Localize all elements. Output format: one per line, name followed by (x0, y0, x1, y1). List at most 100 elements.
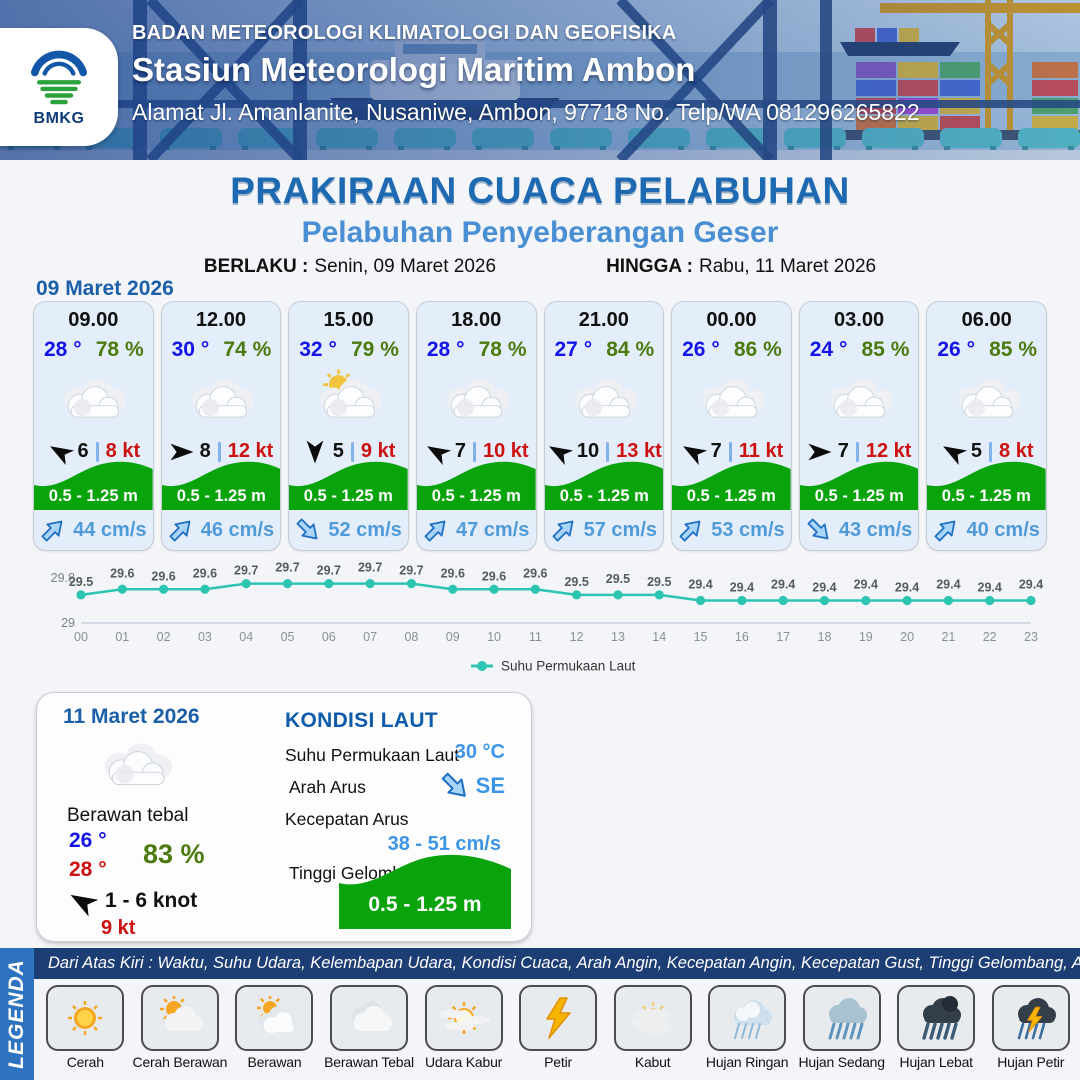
wind-row: 8 12 kt (162, 440, 281, 463)
wave-band: 0.5 - 1.25 m (34, 461, 153, 510)
data-label: 29.6 (110, 566, 134, 580)
data-label: 29.7 (317, 564, 341, 578)
current-speed: 46 cm/s (200, 518, 275, 541)
air-temperature: 27 ° (554, 338, 593, 361)
port-illustration (0, 0, 1080, 160)
wind-row: 7 11 kt (672, 440, 791, 465)
gust-speed: 11 kt (738, 440, 784, 462)
data-label: 29.4 (895, 581, 919, 595)
current-row: 53 cm/s (672, 510, 791, 550)
wind-speed: 5 (970, 440, 983, 462)
legend-tile (802, 985, 881, 1051)
forecast-date: 09 Maret 2026 (36, 277, 174, 300)
legend-item: Cerah Berawan (133, 985, 227, 1070)
weather-icon (83, 733, 189, 802)
x-tick: 04 (239, 630, 253, 644)
forecast-time: 00.00 (706, 309, 757, 331)
chart-legend-label: Suhu Permukaan Laut (501, 659, 636, 674)
bmkg-logo: BMKG (0, 28, 118, 146)
gust-speed: 9 kt (101, 917, 136, 939)
data-label: 29.6 (523, 566, 547, 580)
x-tick: 10 (487, 630, 501, 644)
current-row: 43 cm/s (800, 510, 919, 550)
temp-max: 28 ° (69, 858, 107, 881)
wind-speed: 6 (77, 440, 89, 462)
wind-speed: 7 (837, 440, 849, 462)
wave-band: 0.5 - 1.25 m (927, 461, 1046, 510)
data-label: 29.5 (69, 575, 93, 589)
x-tick: 20 (900, 630, 914, 644)
valid-until-value: Rabu, 11 Maret 2026 (698, 256, 877, 277)
data-label: 29.4 (1019, 578, 1043, 592)
legend-ribbon-text: LEGENDA (5, 959, 28, 1069)
x-tick: 15 (694, 630, 708, 644)
legend-tile (46, 985, 125, 1051)
temp-min: 26 ° (69, 829, 107, 852)
current-speed: 44 cm/s (73, 518, 147, 541)
valid-from: BERLAKU : Senin, 09 Maret 2026 (204, 256, 496, 278)
x-tick: 23 (1024, 630, 1038, 644)
gust-speed: 8 kt (999, 440, 1034, 462)
moderate-rain-icon (828, 998, 867, 1040)
humidity: 85 % (861, 338, 910, 361)
weather-icon (561, 368, 647, 435)
legend-label: Berawan Tebal (324, 1054, 414, 1070)
legend-item: Udara Kabur (416, 985, 511, 1070)
wind-row: 1 - 6 knot (67, 889, 197, 917)
gust-speed: 12 kt (227, 440, 274, 462)
fog-icon (630, 1002, 672, 1034)
legend-tile (140, 985, 219, 1051)
data-point (695, 595, 706, 606)
forecast-time: 09.00 (68, 309, 119, 331)
data-point (448, 584, 458, 594)
current-row: 47 cm/s (417, 510, 536, 550)
data-point (282, 579, 293, 589)
current-row: 52 cm/s (289, 510, 408, 550)
day-date: 11 Maret 2026 (63, 705, 200, 728)
wave-band: 0.5 - 1.25 m (161, 461, 281, 510)
wind-row: 5 8 kt (927, 440, 1046, 465)
thunderstorm-icon (1017, 998, 1056, 1040)
data-point (241, 579, 251, 589)
valid-from-label: BERLAKU : (203, 256, 309, 277)
forecast-card: 03.00 24 ° 85 % (798, 301, 920, 551)
forecast-time: 03.00 (834, 309, 885, 331)
day-cards: 10 Maret 2026 Berawan tebal 27 ° 32 ° 81… (36, 692, 1044, 942)
sea-conditions-title: KONDISI LAUT (285, 709, 438, 732)
legend-label: Kabut (634, 1054, 671, 1070)
legend: LEGENDA Dari Atas Kiri : Waktu, Suhu Uda… (0, 948, 1080, 1080)
wave-height: 0.5 - 1.25 m (815, 486, 904, 505)
data-point (654, 590, 664, 600)
forecast-card: 06.00 26 ° 85 % (926, 301, 1047, 551)
legend-note: Dari Atas Kiri : Waktu, Suhu Udara, Kele… (34, 948, 1080, 979)
air-temperature: 26 ° (682, 338, 720, 361)
data-label: 29.7 (399, 564, 423, 578)
x-tick: 12 (570, 630, 584, 644)
data-point (406, 579, 417, 589)
humidity: 83 % (143, 839, 205, 869)
sun-icon (68, 1001, 103, 1035)
forecast-card: 12.00 30 ° 74 % (160, 301, 282, 551)
data-label: 29.4 (730, 581, 754, 595)
legend-items: Cerah Cerah Berawan Berawan Berawan Teba… (38, 985, 1078, 1070)
weather-icon (816, 368, 902, 435)
data-label: 29.5 (606, 572, 630, 586)
legend-label: Cerah (66, 1054, 104, 1070)
forecast-time: 12.00 (195, 309, 246, 331)
legend-label: Petir (544, 1054, 572, 1070)
weather-condition: Berawan tebal (67, 805, 189, 826)
sst-label: Suhu Permukaan Laut (285, 745, 460, 765)
current-direction-icon (290, 512, 327, 549)
legend-label: Hujan Lebat (899, 1054, 974, 1070)
wind-direction-icon (169, 442, 195, 462)
divider (989, 441, 993, 462)
wave-height: 0.5 - 1.25 m (176, 486, 265, 505)
clouds-icon (352, 1001, 393, 1031)
data-point (778, 595, 788, 606)
legend-label: Hujan Ringan (705, 1054, 789, 1070)
wave-height: 0.5 - 1.25 m (942, 486, 1031, 505)
x-tick: 16 (735, 630, 749, 644)
legend-tile (519, 985, 598, 1051)
humidity: 85 % (989, 338, 1037, 361)
legend-label: Hujan Sedang (798, 1054, 886, 1070)
